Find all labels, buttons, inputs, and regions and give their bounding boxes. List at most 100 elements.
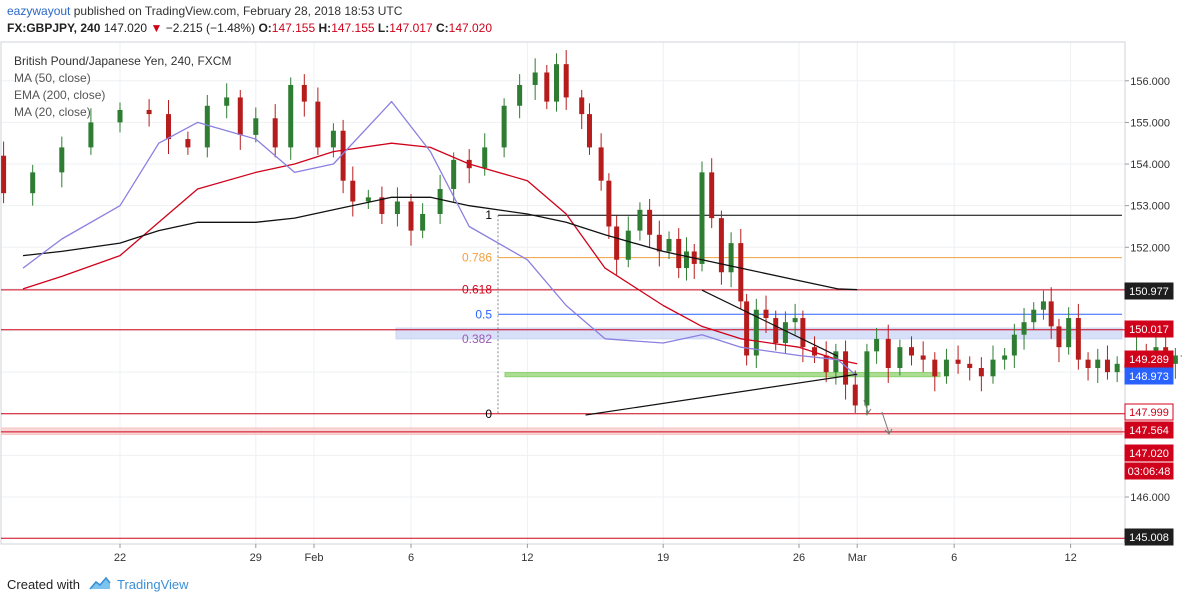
- price-label-text: 147.020: [1129, 448, 1169, 460]
- last-price: 147.020: [103, 21, 148, 35]
- open-label: O:: [258, 21, 272, 35]
- price-labels: 150.977 150.017 149.289 148.973 147.999 147.5…: [1124, 282, 1174, 546]
- candle-down: [800, 318, 806, 348]
- candle-down: [823, 355, 829, 373]
- fib-level-label: 0.382: [462, 332, 492, 346]
- candle-up: [1095, 359, 1101, 368]
- candle-up: [330, 130, 336, 148]
- candle-up: [117, 109, 123, 123]
- time-axis[interactable]: 22 29 Feb 6 12 19 26 Mar 6 12: [1, 543, 1125, 564]
- ma50-line: [22, 142, 858, 365]
- candle-up: [1114, 363, 1120, 373]
- fib-retracement[interactable]: 1 0.786 0.618 0.5 0.382 0: [462, 208, 1122, 421]
- candle-up: [437, 189, 443, 214]
- candle-down: [885, 338, 891, 368]
- fib-level-label: 0.618: [462, 283, 492, 297]
- fib-level-label: 0.5: [475, 307, 492, 321]
- candle-down: [812, 347, 818, 356]
- x-tick-label: Mar: [848, 552, 867, 564]
- candle-up: [224, 97, 230, 106]
- tradingview-link[interactable]: TradingView: [117, 577, 189, 592]
- tradingview-logo-icon: [89, 576, 111, 590]
- candle-down: [1056, 326, 1062, 348]
- candle-down: [920, 355, 926, 360]
- candle-up: [990, 359, 996, 377]
- author-link[interactable]: eazywayout: [7, 4, 71, 18]
- candle-up: [30, 172, 36, 194]
- support-zone[interactable]: [504, 372, 941, 378]
- candle-up: [753, 309, 759, 356]
- projection-arrow-icon: [863, 399, 872, 414]
- candle-down: [272, 118, 278, 148]
- high-label: H:: [318, 21, 332, 35]
- candle-up: [1031, 309, 1037, 323]
- candle-down: [718, 218, 724, 273]
- fib-level-label: 0.786: [462, 251, 492, 265]
- price-label-box: [1124, 367, 1174, 385]
- price-label-box: [1124, 350, 1174, 368]
- x-tick-label: 26: [793, 552, 805, 564]
- price-label-text: 03:06:48: [1128, 466, 1171, 478]
- candle-up: [1066, 318, 1072, 348]
- candle-up: [666, 238, 672, 252]
- candle-up: [482, 147, 488, 169]
- candle-up: [451, 159, 457, 190]
- candle-down: [763, 309, 769, 319]
- candle-up: [943, 359, 949, 377]
- legend-indicator[interactable]: MA (50, close): [14, 71, 91, 85]
- x-tick-label: 12: [521, 552, 533, 564]
- candle-down: [1, 155, 7, 194]
- candle-down: [709, 172, 715, 219]
- y-tick-label: 146.000: [1130, 492, 1170, 504]
- candle-down: [738, 243, 744, 302]
- candle-up: [1011, 334, 1017, 356]
- candle-down: [955, 359, 961, 364]
- open-value: 147.155: [271, 21, 316, 35]
- legend-title: British Pound/Japanese Yen, 240, FXCM: [14, 54, 231, 68]
- price-label-text: 149.289: [1129, 354, 1169, 366]
- x-tick-label: 22: [114, 552, 126, 564]
- horizontal-lines: [1, 289, 1125, 539]
- candle-down: [1085, 359, 1091, 368]
- target-zone[interactable]: [0, 427, 1123, 436]
- price-label-box: [1124, 444, 1174, 462]
- candle-down: [1104, 359, 1110, 373]
- legend-indicator[interactable]: MA (20, close): [14, 105, 91, 119]
- candle-up: [88, 122, 94, 148]
- candle-up: [897, 347, 903, 368]
- candle-down: [544, 72, 550, 102]
- price-label-text: 147.999: [1129, 407, 1169, 419]
- resistance-zone[interactable]: [395, 327, 1123, 340]
- legend-indicator[interactable]: EMA (200, close): [14, 88, 105, 102]
- lower-trendline[interactable]: [585, 373, 858, 416]
- candle-up: [728, 243, 734, 273]
- candle-up: [625, 230, 631, 260]
- candle-down: [185, 139, 191, 148]
- chart-header: eazywayout published on TradingView.com,…: [0, 0, 1182, 42]
- price-label-box: [1124, 282, 1174, 300]
- trendlines[interactable]: [585, 289, 858, 416]
- y-tick-label: 155.000: [1130, 117, 1170, 129]
- candle-down: [146, 109, 152, 115]
- candle-down: [967, 363, 973, 368]
- price-label-text: 150.017: [1129, 324, 1169, 336]
- change-arrow-icon: ▼: [150, 21, 163, 35]
- x-tick-label: 29: [250, 552, 262, 564]
- upper-trendline[interactable]: [701, 289, 839, 357]
- candle-up: [517, 84, 523, 106]
- created-with-text: Created with: [7, 577, 80, 592]
- candle-down: [656, 234, 662, 252]
- moving-averages: [22, 100, 858, 377]
- candle-up: [874, 338, 880, 352]
- low-value: 147.017: [389, 21, 433, 35]
- high-value: 147.155: [331, 21, 375, 35]
- price-label-text: 145.008: [1129, 532, 1169, 544]
- candle-down: [1048, 301, 1054, 327]
- candle-down: [843, 351, 849, 385]
- y-tick-label: 156.000: [1130, 76, 1170, 88]
- candle-down: [579, 97, 585, 115]
- x-tick-label: 19: [657, 552, 669, 564]
- price-label-box: [1124, 320, 1174, 338]
- candle-up: [1021, 322, 1027, 335]
